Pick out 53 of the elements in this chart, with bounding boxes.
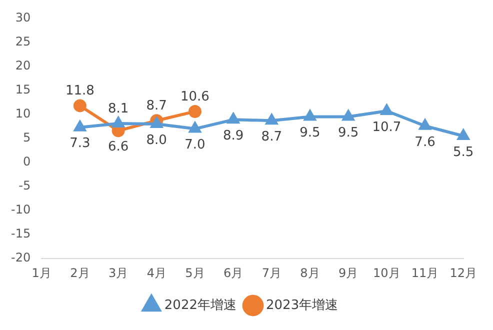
- y-tick-label: 30: [15, 10, 31, 24]
- data-label: 8.1: [108, 101, 129, 116]
- point: [73, 99, 86, 112]
- y-tick-label: 15: [15, 82, 31, 96]
- legend-label: 2023年增速: [266, 298, 338, 313]
- data-label: 7.3: [70, 136, 90, 152]
- point: [112, 116, 124, 128]
- data-label: 8.7: [261, 129, 282, 144]
- x-tick-label: 6月: [223, 266, 244, 280]
- data-label: 8.7: [146, 98, 167, 114]
- point: [150, 117, 162, 128]
- data-label: 9.5: [300, 126, 320, 141]
- x-tick-label: 8月: [300, 266, 320, 280]
- point: [380, 104, 393, 115]
- point: [304, 110, 316, 121]
- point: [342, 110, 354, 121]
- y-tick-label: 20: [15, 58, 31, 72]
- data-label: 8.0: [146, 132, 167, 148]
- y-tick-label: 25: [15, 34, 31, 48]
- data-label: 10.7: [372, 120, 402, 135]
- x-tick-label: 9月: [338, 266, 358, 280]
- y-tick-label: -10: [10, 202, 31, 217]
- y-tick-label: 0: [22, 154, 31, 169]
- point: [419, 119, 431, 130]
- data-label: 7.6: [414, 134, 436, 150]
- point: [266, 114, 278, 125]
- y-tick-label: -20: [10, 250, 31, 265]
- y-tick-label: 10: [15, 106, 31, 120]
- y-tick-label: 5: [22, 130, 31, 145]
- data-label: 10.6: [180, 89, 210, 104]
- x-tick-label: 1月: [32, 266, 52, 280]
- point: [74, 120, 86, 132]
- x-tick-label: 3月: [108, 266, 128, 280]
- y-tick-label: -5: [18, 178, 31, 193]
- x-tick-label: 5月: [185, 266, 205, 280]
- data-label: 7.0: [184, 138, 206, 153]
- x-tick-label: 4月: [146, 266, 166, 280]
- data-label: 9.5: [338, 126, 359, 141]
- x-tick-label: 2月: [70, 266, 90, 280]
- legend-label: 2022年增速: [164, 298, 237, 313]
- data-label: 11.8: [65, 84, 94, 99]
- data-label: 6.6: [108, 140, 129, 155]
- x-tick-label: 10月: [373, 266, 400, 280]
- point: [227, 113, 240, 124]
- point: [188, 104, 202, 118]
- point: [189, 122, 201, 133]
- y-tick-label: -15: [10, 226, 31, 241]
- data-label: 8.9: [222, 128, 244, 144]
- x-tick-label: 7月: [262, 266, 282, 280]
- x-tick-label: 11月: [411, 266, 439, 280]
- point: [458, 129, 470, 140]
- data-label: 5.5: [453, 144, 474, 160]
- x-tick-label: 12月: [450, 266, 478, 280]
